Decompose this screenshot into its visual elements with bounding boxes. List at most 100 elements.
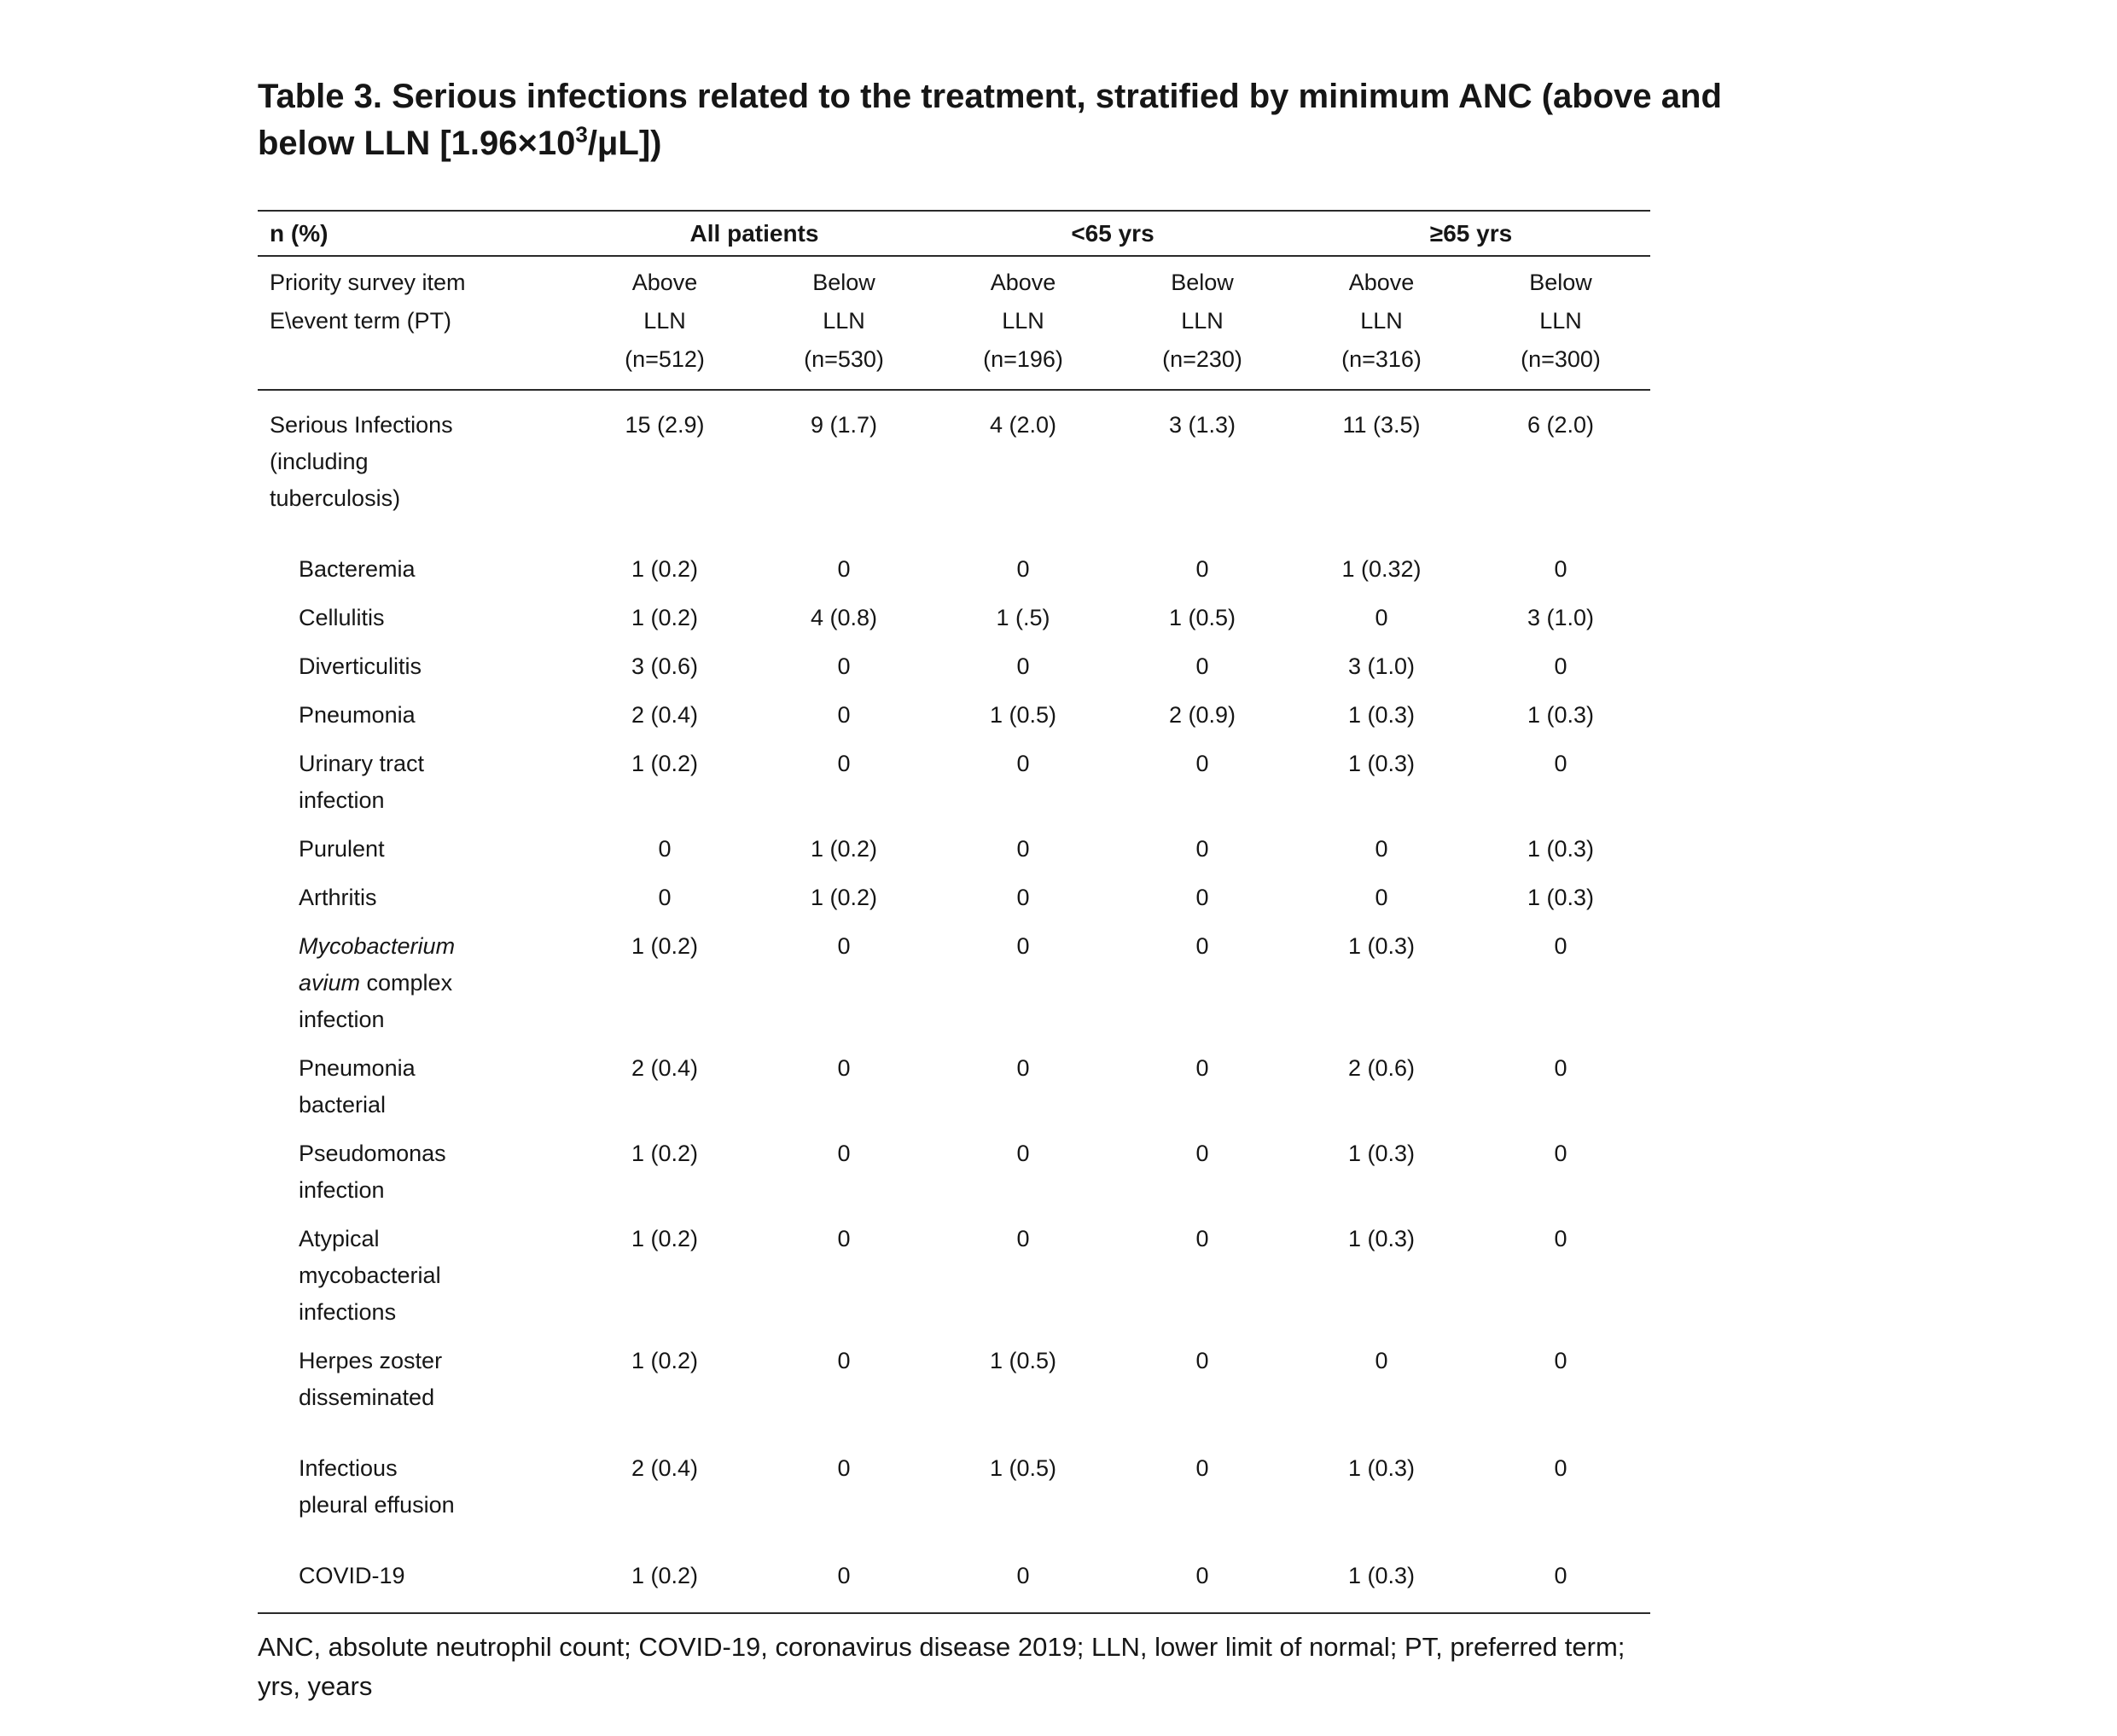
row-header-line2: E\event term (PT): [270, 308, 452, 334]
cell-value: 1 (0.2): [631, 933, 699, 959]
cell-value: 0: [1195, 1455, 1209, 1481]
table-row: Urinary tract infection 1 (0.2) 0 0 0 1 (0.3)…: [258, 740, 1650, 825]
table-row: Bacteremia 1 (0.2) 0 0 0 1 (0.32) 0: [258, 545, 1650, 594]
cell-value: 1 (0.3): [1347, 933, 1416, 959]
col-group-under-65: <65 yrs: [1071, 220, 1154, 247]
cell-value: 1 (0.3): [1527, 885, 1595, 910]
cell-value: 1 (0.2): [810, 885, 878, 910]
table-row: Purulent 0 1 (0.2) 0 0 0 1 (0.3): [258, 825, 1650, 874]
col-group-65-and-over: ≥65 yrs: [1429, 220, 1513, 247]
cell-value: 6 (2.0): [1527, 412, 1595, 438]
cell-value: 1 (0.3): [1347, 751, 1416, 776]
table-footnote: ANC, absolute neutrophil count; COVID-19…: [258, 1632, 1626, 1701]
table-row: Arthritis 0 1 (0.2) 0 0 0 1 (0.3): [258, 874, 1650, 922]
cell-value: 2 (0.4): [631, 1455, 699, 1481]
cell-value: 0: [658, 836, 672, 862]
row-label: Pneumonia: [299, 702, 416, 728]
cell-value: 0: [1554, 1563, 1567, 1588]
cell-value: 0: [1016, 653, 1030, 679]
cell-value: 0: [1016, 1141, 1030, 1166]
cell-value: 0: [1195, 933, 1209, 959]
column-header: Above LLN (n=316): [1341, 270, 1422, 372]
infections-table: n (%) All patients <65 yrs ≥65 yrs Prior…: [258, 210, 1650, 1614]
row-label: Purulent: [299, 836, 385, 862]
table-row: COVID-19 1 (0.2) 0 0 0 1 (0.3) 0: [258, 1552, 1650, 1600]
cell-value: 1 (.5): [996, 605, 1050, 630]
column-header: Below LLN (n=530): [804, 270, 884, 372]
cell-value: 0: [1554, 1055, 1567, 1081]
table-row: Serious Infections (including tuberculos…: [258, 401, 1650, 523]
cell-value: 0: [1195, 885, 1209, 910]
cell-value: 0: [837, 1055, 851, 1081]
cell-value: 0: [1195, 556, 1209, 582]
cell-value: 0: [1016, 751, 1030, 776]
table-rule-bottom: [258, 1612, 1650, 1614]
table-row: Herpes zoster disseminated 1 (0.2) 0 1 (0.5…: [258, 1337, 1650, 1422]
table-row: Atypical mycobacterial infections 1 (0.2)…: [258, 1215, 1650, 1337]
row-label: Atypical mycobacterial infections: [299, 1226, 441, 1325]
cell-value: 11 (3.5): [1342, 412, 1421, 438]
table-row: Pneumonia bacterial 2 (0.4) 0 0 0 2 (0.6) 0: [258, 1044, 1650, 1129]
cell-value: 1 (0.3): [1347, 1563, 1416, 1588]
cell-value: 0: [1016, 556, 1030, 582]
cell-value: 0: [1195, 653, 1209, 679]
row-header-cell: Priority survey item E\event term (PT): [258, 264, 575, 379]
cell-value: 1 (0.2): [631, 605, 699, 630]
cell-value: 4 (2.0): [989, 412, 1057, 438]
cell-value: 1 (0.3): [1347, 1141, 1416, 1166]
row-header-line1: Priority survey item: [270, 270, 466, 295]
title-superscript: 3: [575, 121, 588, 148]
cell-value: 0: [837, 933, 851, 959]
corner-header-n-pct: n (%): [270, 220, 329, 247]
cell-value: 0: [837, 751, 851, 776]
cell-value: 1 (0.2): [631, 751, 699, 776]
row-label: Arthritis: [299, 885, 377, 910]
row-label: Infectious pleural effusion: [299, 1455, 455, 1518]
cell-value: 1 (0.2): [631, 556, 699, 582]
row-label: Urinary tract infection: [299, 751, 425, 813]
cell-value: 1 (0.2): [631, 1348, 699, 1373]
table-body: Serious Infections (including tuberculos…: [258, 391, 1650, 1612]
table-rule-top: [258, 210, 1650, 212]
cell-value: 0: [1375, 885, 1388, 910]
table-row: Cellulitis 1 (0.2) 4 (0.8) 1 (.5) 1 (0.5) 0 3 …: [258, 594, 1650, 642]
cell-value: 0: [1375, 1348, 1388, 1373]
cell-value: 2 (0.9): [1168, 702, 1236, 728]
column-header: Above LLN (n=196): [983, 270, 1063, 372]
cell-value: 0: [1554, 933, 1567, 959]
cell-value: 2 (0.4): [631, 702, 699, 728]
row-label: Pneumonia bacterial: [299, 1055, 416, 1118]
cell-value: 0: [1016, 1055, 1030, 1081]
cell-value: 1 (0.5): [1168, 605, 1236, 630]
row-label: Cellulitis: [299, 605, 385, 630]
cell-value: 1 (0.3): [1527, 702, 1595, 728]
cell-value: 0: [658, 885, 672, 910]
cell-value: 15 (2.9): [625, 412, 705, 438]
cell-value: 1 (0.32): [1341, 556, 1422, 582]
table-rule-under-headers: [258, 389, 1650, 391]
cell-value: 0: [1016, 836, 1030, 862]
row-label: Diverticulitis: [299, 653, 422, 679]
row-label: Serious Infections (including tuberculos…: [270, 412, 453, 511]
cell-value: 1 (0.3): [1347, 1226, 1416, 1251]
row-label: Herpes zoster disseminated: [299, 1348, 443, 1410]
cell-value: 1 (0.3): [1347, 702, 1416, 728]
cell-value: 0: [1016, 885, 1030, 910]
table-row: Diverticulitis 3 (0.6) 0 0 0 3 (1.0) 0: [258, 642, 1650, 691]
cell-value: 9 (1.7): [810, 412, 878, 438]
cell-value: 1 (0.2): [810, 836, 878, 862]
cell-value: 0: [1554, 1226, 1567, 1251]
cell-value: 0: [1016, 933, 1030, 959]
cell-value: 1 (0.5): [989, 702, 1057, 728]
col-group-all-patients: All patients: [689, 220, 819, 247]
table-row: Pseudomonas infection 1 (0.2) 0 0 0 1 (0.3) 0: [258, 1129, 1650, 1215]
cell-value: 3 (1.0): [1527, 605, 1595, 630]
table-rule-under-groups: [258, 255, 1650, 257]
row-label: Bacteremia: [299, 556, 416, 582]
group-header-row: n (%) All patients <65 yrs ≥65 yrs: [258, 212, 1650, 255]
cell-value: 0: [1375, 836, 1388, 862]
table-title: Table 3. Serious infections related to t…: [258, 73, 1973, 167]
table-title-suffix: /μL]): [587, 125, 662, 162]
cell-value: 3 (1.3): [1168, 412, 1236, 438]
